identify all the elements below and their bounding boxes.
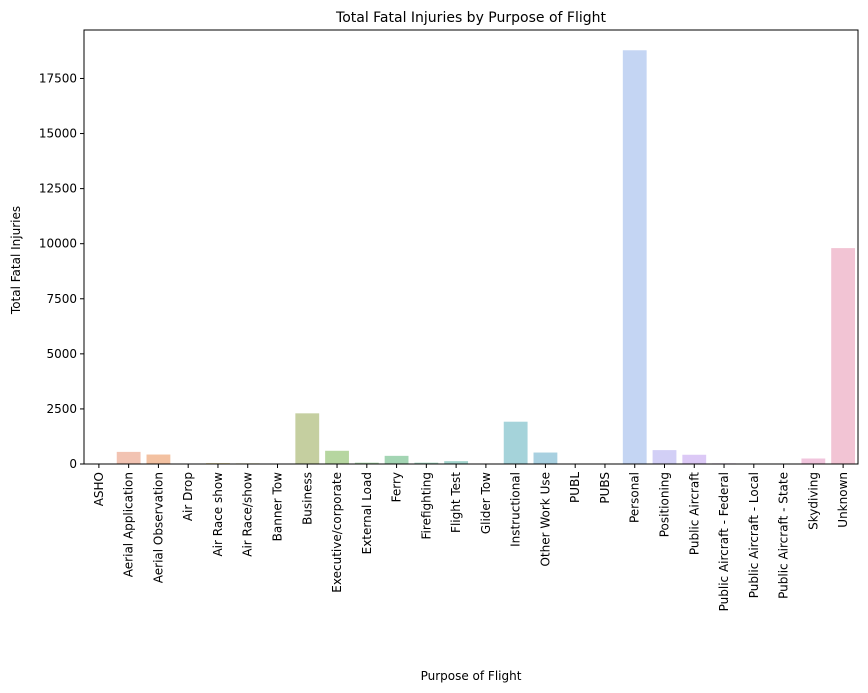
x-tick-label: External Load bbox=[360, 472, 374, 554]
bar-15 bbox=[533, 452, 558, 464]
bar-11 bbox=[414, 462, 439, 464]
y-tick-label: 5000 bbox=[46, 347, 77, 361]
y-tick-label: 10000 bbox=[39, 237, 77, 251]
plot-frame bbox=[83, 29, 859, 465]
x-tick-label: PUBL bbox=[568, 472, 582, 503]
y-tick-label: 2500 bbox=[46, 402, 77, 416]
x-tick-label: Aerial Observation bbox=[151, 472, 165, 583]
y-tick-label: 0 bbox=[69, 457, 77, 471]
x-tick-label: Public Aircraft bbox=[687, 472, 701, 555]
bar-19 bbox=[652, 450, 677, 464]
x-tick-label: Banner Tow bbox=[271, 472, 285, 542]
y-axis-label: Total Fatal Injuries bbox=[9, 206, 23, 315]
x-tick-label: Other Work Use bbox=[538, 472, 552, 567]
bar-25 bbox=[831, 248, 856, 464]
x-tick-label: Air Drop bbox=[181, 472, 195, 521]
x-tick-label: Personal bbox=[628, 472, 642, 523]
x-tick-label: Aerial Application bbox=[122, 472, 136, 577]
x-tick-label: Skydiving bbox=[806, 472, 820, 530]
x-tick-label: Positioning bbox=[658, 472, 672, 537]
bar-9 bbox=[354, 462, 379, 464]
bar-18 bbox=[622, 50, 647, 465]
x-tick-label: Public Aircraft - State bbox=[777, 472, 791, 599]
x-tick-label: Public Aircraft - Federal bbox=[717, 472, 731, 611]
bar-12 bbox=[444, 461, 469, 464]
bars-group bbox=[116, 50, 856, 465]
bar-10 bbox=[384, 455, 409, 464]
y-tick-label: 15000 bbox=[39, 127, 77, 141]
bar-7 bbox=[295, 413, 320, 464]
x-tick-label: Instructional bbox=[509, 472, 523, 547]
bar-14 bbox=[503, 421, 528, 464]
x-tick-label: ASHO bbox=[92, 472, 106, 506]
y-tick-label: 12500 bbox=[39, 182, 77, 196]
x-tick-label: Ferry bbox=[390, 472, 404, 502]
x-tick-label: Unknown bbox=[836, 472, 850, 528]
chart-title: Total Fatal Injuries by Purpose of Fligh… bbox=[335, 10, 606, 26]
y-tick-label: 17500 bbox=[39, 71, 77, 85]
x-tick-label: Glider Tow bbox=[479, 472, 493, 534]
x-tick-label: Public Aircraft - Local bbox=[747, 472, 761, 598]
bar-2 bbox=[146, 454, 171, 464]
x-tick-label: Flight Test bbox=[449, 472, 463, 533]
y-tick-label: 7500 bbox=[46, 292, 77, 306]
bar-1 bbox=[116, 451, 141, 464]
x-tick-label: Firefighting bbox=[419, 472, 433, 539]
x-axis: ASHO Aerial Application Aerial Observation… bbox=[92, 464, 850, 611]
x-tick-label: PUBS bbox=[598, 472, 612, 504]
bar-8 bbox=[325, 450, 349, 464]
x-tick-label: Air Race/show bbox=[241, 472, 255, 557]
bar-24 bbox=[801, 458, 826, 464]
bar-20 bbox=[682, 454, 707, 464]
x-tick-label: Business bbox=[300, 472, 314, 525]
x-tick-label: Executive/corporate bbox=[330, 472, 344, 593]
x-tick-label: Air Race show bbox=[211, 472, 225, 557]
y-axis: 0 2500 5000 7500 10000 12500 15000 17500 bbox=[39, 71, 84, 471]
x-axis-label: Purpose of Flight bbox=[421, 669, 522, 683]
